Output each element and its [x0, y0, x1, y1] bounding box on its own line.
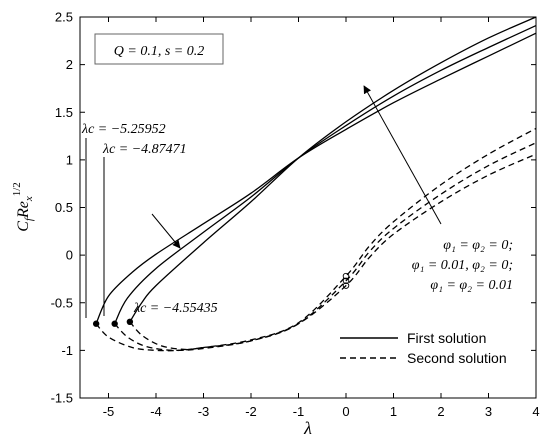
second-solution-marker-2 [342, 277, 350, 285]
x-tick-label: 4 [532, 404, 539, 419]
x-tick-label: -4 [150, 404, 162, 419]
critical-label-1: λc = −5.25952 [81, 122, 166, 137]
x-axis-label: λ [303, 418, 312, 438]
y-tick-label: 1.5 [55, 105, 73, 120]
y-tick-label: 1 [66, 152, 73, 167]
arrow-first-solution [151, 213, 181, 249]
y-tick-label: 0 [66, 248, 73, 263]
x-tick-label: -3 [198, 404, 210, 419]
x-tick-label: 2 [437, 404, 444, 419]
x-tick-label: 3 [485, 404, 492, 419]
ticks-layer: -5 -4 -3 -2 -1 0 1 2 3 4 -1.5 -1 -0.5 0 0.5 1 1.5 2 2.5 [51, 10, 540, 420]
y-tick-label: -1.5 [51, 391, 73, 406]
arrow-cases [363, 85, 442, 225]
legend: First solution Second solution [340, 330, 507, 366]
param-box-text: Q = 0.1, s = 0.2 [114, 44, 204, 59]
x-tick-label: -1 [293, 404, 305, 419]
x-tick-label: -5 [103, 404, 115, 419]
x-tick-label: -2 [245, 404, 257, 419]
first-solution-curve-3 [129, 16, 537, 323]
cases-note-2: φ₁ = 0.01, φ₂ = 0; [412, 258, 513, 273]
first-solution-curve-1 [95, 32, 537, 324]
second-solution-marker-3 [342, 272, 350, 280]
y-tick-label: 2 [66, 57, 73, 72]
x-tick-label: 0 [342, 404, 349, 419]
second-solution-marker-1 [342, 282, 350, 289]
y-tick-label: -1 [61, 343, 73, 358]
y-tick-label: 0.5 [55, 200, 73, 215]
second-solution-curve-3 [129, 127, 537, 351]
legend-label-first: First solution [407, 330, 486, 346]
legend-label-second: Second solution [407, 350, 507, 366]
critical-label-2: λc = −4.87471 [102, 142, 187, 157]
param-box [94, 33, 224, 65]
y-tick-label: 2.5 [55, 10, 73, 25]
curves-layer [92, 16, 537, 352]
x-tick-label: 1 [390, 404, 397, 419]
critical-label-3: λc = −4.55435 [133, 301, 218, 316]
y-axis-label: CfRex1/2 [11, 182, 35, 232]
cases-note-3: φ₁ = φ₂ = 0.01 [430, 278, 513, 293]
cases-note-1: φ₁ = φ₂ = 0; [443, 238, 513, 253]
y-tick-label: -0.5 [51, 295, 73, 310]
